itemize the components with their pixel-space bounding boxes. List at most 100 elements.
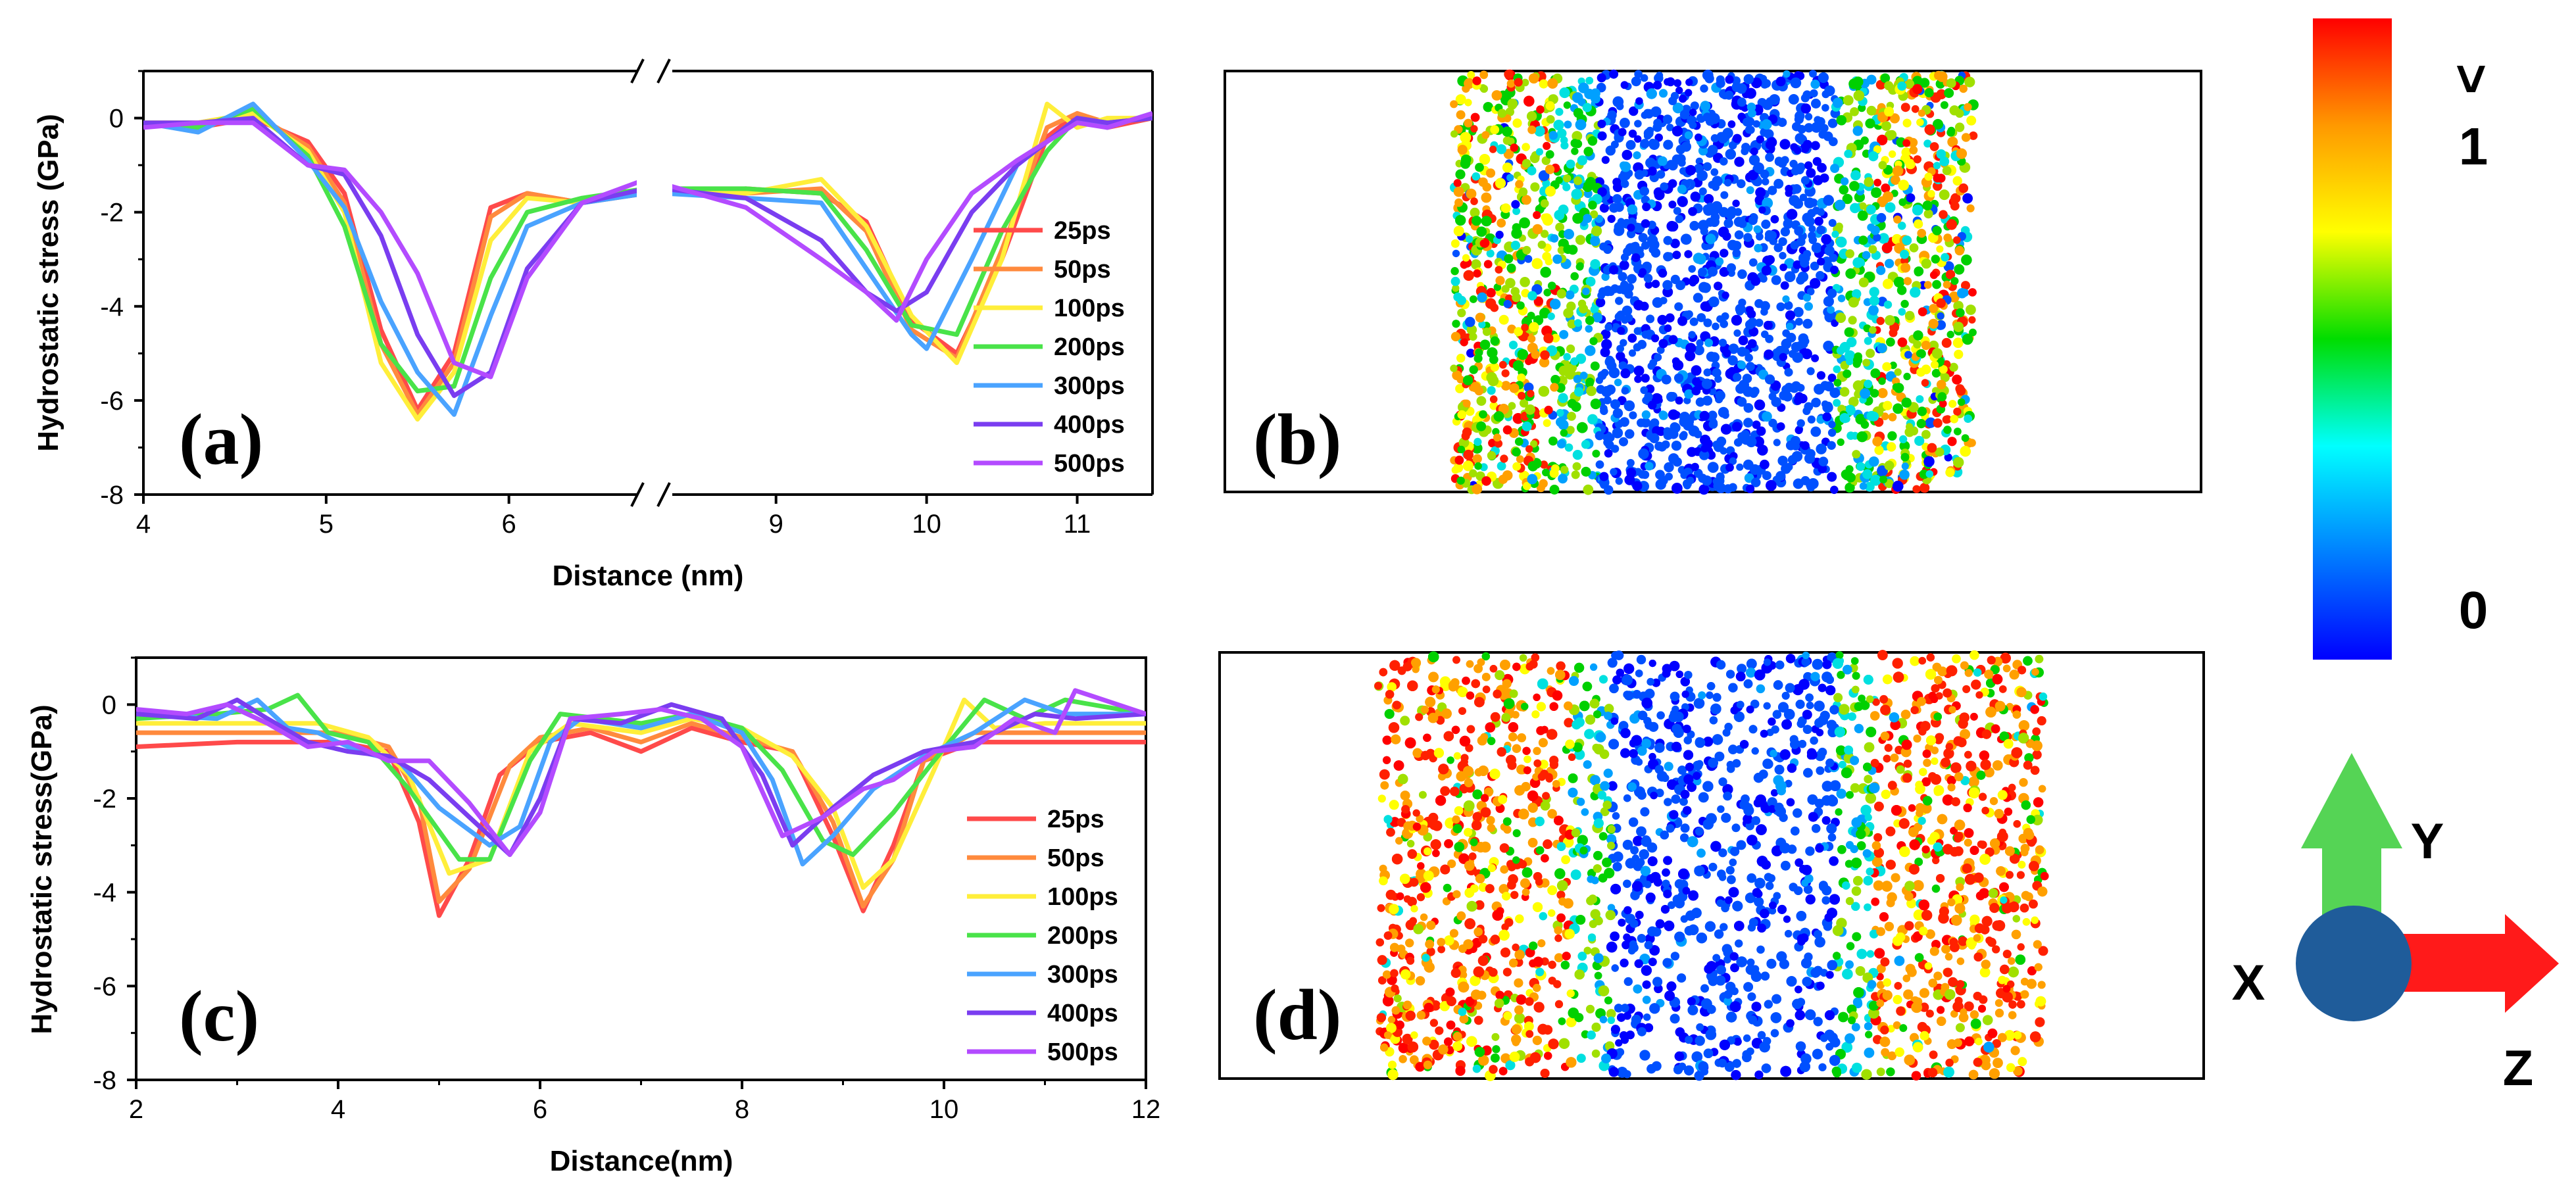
atom (1850, 170, 1861, 181)
atom (1610, 140, 1619, 149)
atom (1824, 381, 1835, 391)
atom (1712, 368, 1721, 378)
x-tick-label-a: 4 (136, 510, 151, 539)
y-tick-label-c: 0 (102, 691, 116, 719)
atom (1452, 249, 1460, 258)
atom (1720, 320, 1728, 328)
atom (1731, 82, 1742, 92)
atom (1685, 351, 1696, 362)
atom (1878, 377, 1886, 385)
atom (1800, 258, 1810, 268)
atom (1844, 327, 1854, 337)
atom (1498, 474, 1508, 485)
atom (1707, 462, 1719, 473)
atom (1785, 654, 1796, 664)
atom (1869, 295, 1880, 306)
atom (1518, 391, 1526, 400)
atom (1654, 441, 1664, 451)
atom (1695, 397, 1705, 407)
atom (1648, 166, 1657, 176)
atom (1821, 234, 1832, 245)
atom (1648, 239, 1660, 250)
atom (1530, 440, 1538, 448)
atom (1620, 280, 1629, 289)
atom (1654, 134, 1663, 142)
atom (1888, 412, 1897, 422)
atom (1800, 176, 1810, 185)
atom (1599, 472, 1609, 481)
atom (1454, 455, 1464, 465)
atom (1495, 276, 1505, 285)
atom (1496, 144, 1507, 155)
atom (1949, 362, 1958, 372)
atom (1512, 360, 1524, 372)
atom (1732, 199, 1740, 207)
atom (1510, 890, 1519, 900)
atom (1764, 374, 1775, 385)
atom (1563, 244, 1573, 255)
atom (1762, 471, 1771, 481)
atom (1835, 222, 1843, 231)
atom (1735, 307, 1744, 316)
atom (1625, 139, 1636, 150)
atom (1612, 178, 1622, 187)
atom (1668, 335, 1678, 345)
atom (1548, 131, 1558, 140)
atom (1952, 176, 1962, 186)
atom (1916, 395, 1924, 403)
atom (1600, 406, 1608, 416)
atom (1968, 288, 1977, 297)
atom (1966, 115, 1977, 126)
atom (1516, 301, 1525, 310)
atom (1756, 233, 1764, 241)
atom (1952, 337, 1964, 349)
atom (1761, 265, 1771, 276)
atom (1766, 479, 1777, 491)
atom (1767, 230, 1777, 241)
atom (1966, 204, 1975, 212)
atom (1558, 420, 1569, 430)
atom (1866, 349, 1875, 358)
atom (1884, 460, 1895, 471)
atom (1743, 74, 1754, 84)
legend-label-c: 300ps (1047, 961, 1118, 988)
atom (1961, 281, 1970, 291)
atom (1499, 314, 1509, 325)
atom (1877, 388, 1888, 399)
atom (1464, 316, 1475, 328)
atom (1535, 148, 1543, 156)
atom (1596, 385, 1606, 394)
atom (1882, 674, 1893, 685)
atom (1700, 84, 1708, 93)
atom (1635, 910, 1644, 919)
atom (1504, 69, 1514, 80)
atom (1743, 418, 1753, 428)
atom (1852, 380, 1864, 391)
atom (1582, 103, 1592, 112)
atom (1943, 233, 1952, 242)
atom (1790, 241, 1799, 250)
atom (1960, 445, 1971, 457)
atom (1835, 312, 1846, 324)
atom (1585, 76, 1594, 85)
atom (1578, 304, 1589, 314)
atom (1670, 238, 1680, 249)
atom (1943, 280, 1951, 289)
atom (1737, 360, 1746, 370)
atom (1762, 178, 1770, 185)
atom (1723, 179, 1732, 187)
atom (1808, 231, 1816, 240)
axis-break-mark (656, 59, 671, 84)
atom (1452, 320, 1460, 328)
atom (1969, 131, 1978, 140)
atom (1917, 406, 1927, 416)
atom (1710, 168, 1719, 176)
atom (1521, 324, 1529, 331)
legend-label-a: 50ps (1054, 256, 1111, 283)
atom (1542, 252, 1552, 261)
atom (1583, 147, 1593, 157)
atom (1902, 118, 1912, 128)
atom (1450, 239, 1460, 248)
atom (1787, 455, 1797, 465)
